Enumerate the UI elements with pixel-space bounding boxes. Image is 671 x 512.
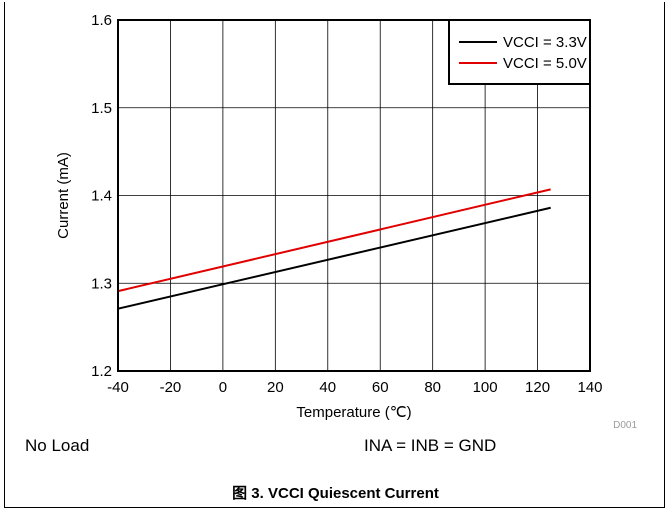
- condition-left: No Load: [25, 436, 90, 455]
- x-tick-label: -20: [160, 379, 182, 396]
- series-line-2: [117, 188, 551, 293]
- series-line-1: [117, 206, 551, 310]
- figure-frame: [4, 2, 665, 508]
- plot-border: [117, 19, 591, 372]
- legend-label-1: VCCI = 3.3V: [503, 34, 587, 51]
- y-tick-label: 1.5: [91, 100, 112, 117]
- legend-box: [448, 19, 591, 85]
- chart: -40 -20 0 20 40 60 80 100 120 140 1.2 1.3 1.4 1.5 1.6 T…: [55, 12, 637, 431]
- x-tick-label: 80: [424, 379, 441, 396]
- x-axis-label: Temperature (℃): [296, 404, 411, 421]
- y-tick-label: 1.4: [91, 188, 112, 205]
- y-tick-label: 1.3: [91, 275, 112, 292]
- legend: VCCI = 3.3V VCCI = 5.0V: [448, 19, 591, 85]
- y-tick-label: 1.2: [91, 363, 112, 380]
- x-tick-label: 120: [525, 379, 550, 396]
- x-tick-label: 0: [219, 379, 227, 396]
- x-tick-label: 20: [267, 379, 284, 396]
- figure-caption: 图 3. VCCI Quiescent Current: [232, 485, 439, 502]
- x-tick-label: -40: [107, 379, 129, 396]
- legend-label-2: VCCI = 5.0V: [503, 55, 587, 72]
- x-tick-label: 100: [473, 379, 498, 396]
- figure-id: D001: [613, 420, 637, 431]
- condition-right: INA = INB = GND: [364, 436, 497, 455]
- y-axis-label: Current (mA): [55, 152, 72, 239]
- x-tick-label: 40: [319, 379, 336, 396]
- x-tick-label: 140: [577, 379, 602, 396]
- x-tick-label: 60: [372, 379, 389, 396]
- y-tick-label: 1.6: [91, 12, 112, 29]
